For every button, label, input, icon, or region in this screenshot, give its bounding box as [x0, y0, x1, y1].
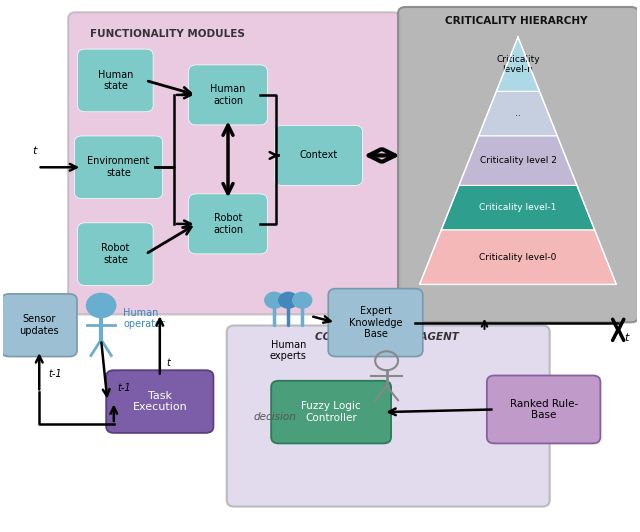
Text: Robot
action: Robot action [213, 213, 243, 235]
Text: Robot
state: Robot state [101, 243, 129, 265]
FancyBboxPatch shape [68, 12, 401, 314]
Text: ..: .. [515, 109, 521, 118]
Text: t-1: t-1 [49, 369, 63, 379]
Text: Sensor
updates: Sensor updates [19, 314, 59, 336]
FancyBboxPatch shape [398, 7, 639, 322]
FancyBboxPatch shape [271, 381, 391, 443]
Polygon shape [479, 92, 557, 136]
Text: Human
state: Human state [98, 70, 133, 91]
Text: decision: decision [253, 412, 296, 422]
Text: Fuzzy Logic
Controller: Fuzzy Logic Controller [301, 401, 361, 423]
Circle shape [86, 293, 116, 318]
FancyBboxPatch shape [487, 376, 600, 443]
Circle shape [292, 292, 312, 308]
Text: Human
operator: Human operator [124, 308, 165, 329]
Text: Environment
state: Environment state [88, 156, 150, 178]
Text: Criticality level-0: Criticality level-0 [479, 253, 557, 262]
Text: t: t [32, 146, 36, 156]
FancyBboxPatch shape [227, 326, 550, 506]
Text: t: t [625, 332, 629, 343]
FancyBboxPatch shape [189, 194, 268, 254]
Polygon shape [420, 230, 616, 285]
Text: Context: Context [300, 151, 337, 161]
FancyBboxPatch shape [77, 223, 153, 286]
Text: Task
Execution: Task Execution [132, 391, 187, 412]
Text: CRITICALITY HIERARCHY: CRITICALITY HIERARCHY [445, 16, 588, 26]
Circle shape [265, 292, 284, 308]
FancyBboxPatch shape [189, 65, 268, 125]
FancyBboxPatch shape [106, 370, 213, 433]
Text: Ranked Rule-
Base: Ranked Rule- Base [509, 398, 578, 420]
FancyBboxPatch shape [74, 136, 163, 198]
FancyBboxPatch shape [77, 49, 153, 112]
FancyBboxPatch shape [1, 294, 77, 356]
Text: Human
experts: Human experts [270, 340, 307, 361]
Text: Human
action: Human action [211, 84, 246, 106]
Text: FUNCTIONALITY MODULES: FUNCTIONALITY MODULES [90, 29, 245, 39]
Text: t: t [166, 359, 170, 368]
Polygon shape [496, 37, 540, 92]
Text: t-1: t-1 [117, 384, 131, 393]
Polygon shape [441, 186, 595, 230]
Polygon shape [459, 136, 577, 186]
Circle shape [279, 292, 298, 308]
Text: Expert
Knowledge
Base: Expert Knowledge Base [349, 306, 403, 339]
Text: Criticality level 2: Criticality level 2 [479, 156, 556, 165]
Text: Criticality
level-n: Criticality level-n [496, 54, 540, 74]
Text: Criticality level-1: Criticality level-1 [479, 203, 557, 212]
FancyBboxPatch shape [275, 126, 362, 186]
Text: CONTROLLER - AI AGENT: CONTROLLER - AI AGENT [315, 332, 458, 342]
FancyBboxPatch shape [328, 289, 423, 356]
